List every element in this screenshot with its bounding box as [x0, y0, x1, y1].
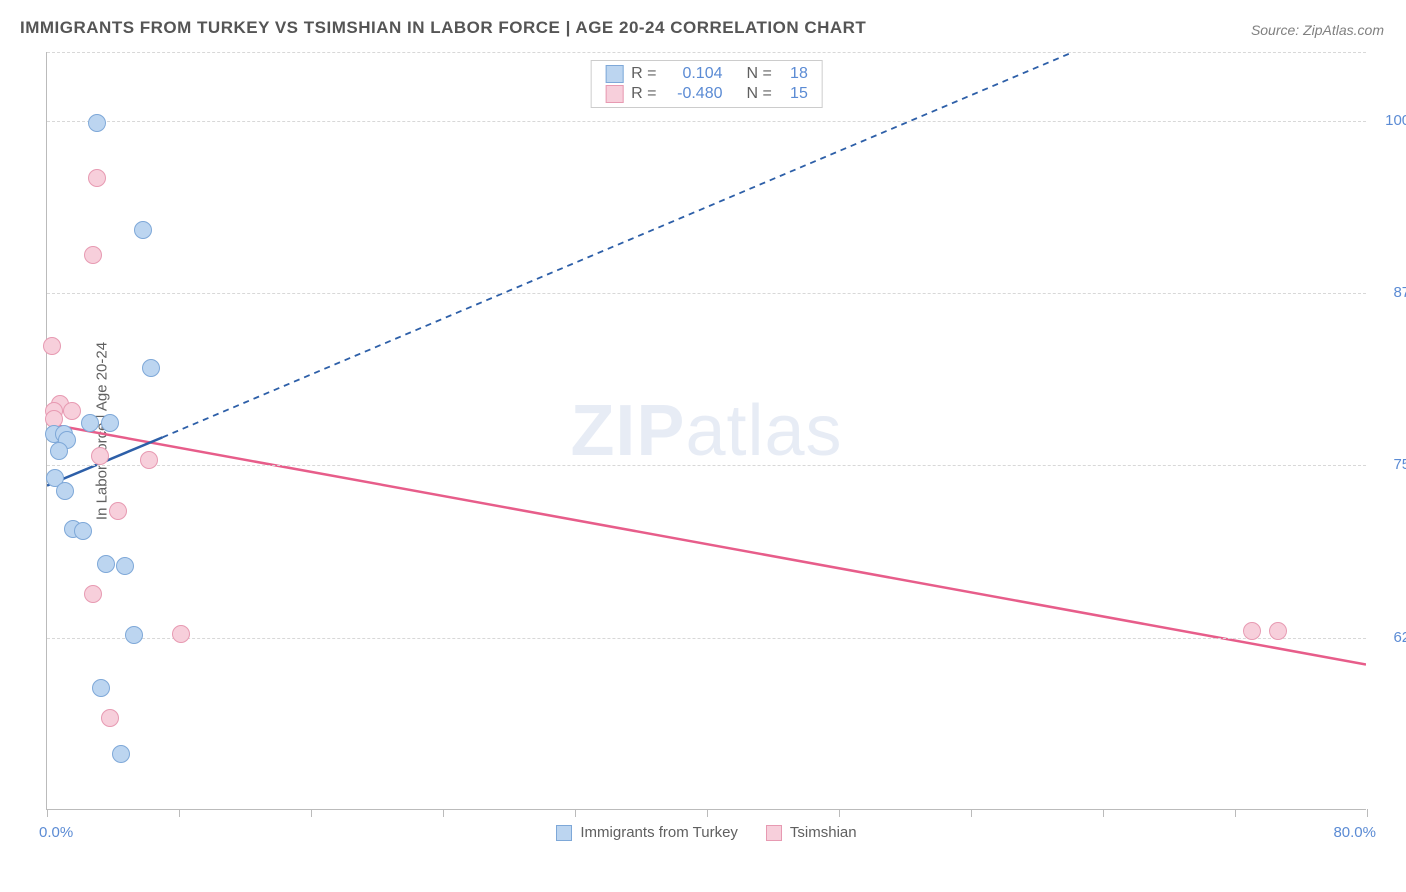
- data-point-series1: [92, 679, 110, 697]
- legend-correlation: R = 0.104 N = 18 R = -0.480 N = 15: [590, 60, 823, 108]
- chart-container: IMMIGRANTS FROM TURKEY VS TSIMSHIAN IN L…: [0, 0, 1406, 892]
- y-tick-label: 100.0%: [1376, 112, 1406, 129]
- x-axis-max-label: 80.0%: [1333, 824, 1376, 841]
- x-tick: [971, 809, 972, 817]
- data-point-series1: [142, 359, 160, 377]
- x-tick: [839, 809, 840, 817]
- legend-row-series1: R = 0.104 N = 18: [605, 65, 808, 83]
- y-tick-label: 62.5%: [1376, 629, 1406, 646]
- r-label: R =: [631, 85, 656, 103]
- x-tick: [707, 809, 708, 817]
- grid-line: [47, 638, 1366, 639]
- x-tick: [575, 809, 576, 817]
- x-tick: [443, 809, 444, 817]
- data-point-series1: [112, 745, 130, 763]
- n-value: 15: [780, 85, 808, 103]
- data-point-series2: [88, 169, 106, 187]
- chart-source: Source: ZipAtlas.com: [1251, 22, 1384, 38]
- legend-label: Tsimshian: [790, 824, 857, 841]
- plot-area: In Labor Force | Age 20-24 ZIPatlas R = …: [46, 52, 1366, 810]
- x-axis-min-label: 0.0%: [39, 824, 73, 841]
- n-label: N =: [747, 85, 772, 103]
- watermark-bold: ZIP: [570, 391, 685, 471]
- watermark: ZIPatlas: [570, 390, 842, 472]
- legend-swatch-series1: [605, 65, 623, 83]
- y-tick-label: 75.0%: [1376, 456, 1406, 473]
- legend-swatch: [766, 825, 782, 841]
- data-point-series2: [1269, 622, 1287, 640]
- legend-item-series2: Tsimshian: [766, 824, 857, 841]
- x-tick: [1235, 809, 1236, 817]
- x-tick: [179, 809, 180, 817]
- x-tick: [1367, 809, 1368, 817]
- data-point-series1: [74, 522, 92, 540]
- data-point-series1: [116, 557, 134, 575]
- data-point-series2: [1243, 622, 1261, 640]
- data-point-series2: [172, 625, 190, 643]
- data-point-series2: [109, 502, 127, 520]
- n-value: 18: [780, 65, 808, 83]
- data-point-series2: [43, 337, 61, 355]
- regression-lines: [47, 52, 1366, 809]
- data-point-series2: [63, 402, 81, 420]
- data-point-series2: [101, 709, 119, 727]
- grid-line: [47, 465, 1366, 466]
- y-tick-label: 87.5%: [1376, 284, 1406, 301]
- chart-title: IMMIGRANTS FROM TURKEY VS TSIMSHIAN IN L…: [20, 18, 866, 38]
- data-point-series1: [88, 114, 106, 132]
- data-point-series2: [84, 585, 102, 603]
- data-point-series1: [50, 442, 68, 460]
- data-point-series1: [101, 414, 119, 432]
- grid-line: [47, 52, 1366, 53]
- legend-swatch: [556, 825, 572, 841]
- data-point-series1: [56, 482, 74, 500]
- data-point-series2: [91, 447, 109, 465]
- legend-row-series2: R = -0.480 N = 15: [605, 85, 808, 103]
- legend-swatch-series2: [605, 85, 623, 103]
- legend-item-series1: Immigrants from Turkey: [556, 824, 738, 841]
- r-label: R =: [631, 65, 656, 83]
- grid-line: [47, 121, 1366, 122]
- legend-label: Immigrants from Turkey: [580, 824, 738, 841]
- data-point-series1: [81, 414, 99, 432]
- r-value: -0.480: [665, 85, 723, 103]
- watermark-rest: atlas: [685, 391, 842, 471]
- data-point-series2: [140, 451, 158, 469]
- data-point-series1: [134, 221, 152, 239]
- x-tick: [311, 809, 312, 817]
- x-tick: [1103, 809, 1104, 817]
- legend-series: Immigrants from Turkey Tsimshian: [47, 824, 1366, 841]
- data-point-series2: [84, 246, 102, 264]
- n-label: N =: [747, 65, 772, 83]
- grid-line: [47, 293, 1366, 294]
- x-tick: [47, 809, 48, 817]
- r-value: 0.104: [665, 65, 723, 83]
- data-point-series1: [97, 555, 115, 573]
- data-point-series1: [125, 626, 143, 644]
